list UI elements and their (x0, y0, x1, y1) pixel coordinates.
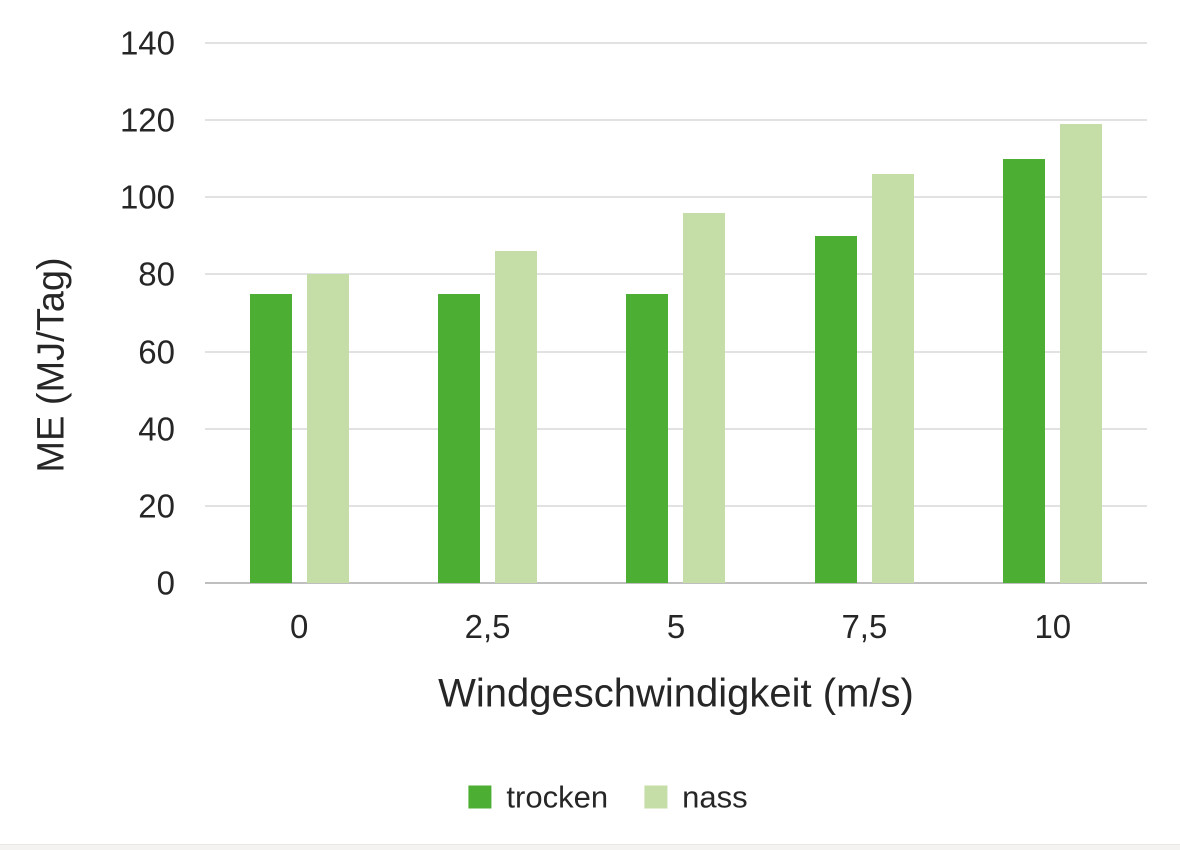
bar-trocken-x5 (626, 293, 669, 583)
y-tick-label-40: 40 (138, 410, 175, 448)
bar-nass-x5 (683, 212, 726, 583)
y-tick-label-100: 100 (119, 178, 175, 216)
x-tick-label-0: 0 (290, 608, 309, 645)
bar-group-2,5 (393, 251, 581, 583)
gridline-y-80 (205, 273, 1147, 276)
bottom-edge-strip (0, 844, 1180, 850)
plot-area (205, 42, 1147, 584)
x-axis-baseline (205, 582, 1147, 584)
gridline-y-60 (205, 350, 1147, 353)
bar-trocken-x2,5 (438, 293, 481, 583)
y-tick-label-0: 0 (156, 564, 175, 602)
y-tick-label-20: 20 (138, 487, 175, 525)
legend-label-nass: nass (682, 779, 748, 815)
legend-item-nass: nass (644, 779, 748, 815)
bar-nass-x10 (1060, 124, 1103, 583)
legend: trocken nass (468, 779, 748, 815)
bar-group-0 (205, 274, 393, 583)
bar-trocken-x7,5 (814, 235, 857, 583)
gridline-y-100 (205, 196, 1147, 199)
y-tick-label-120: 120 (119, 101, 175, 139)
bar-nass-x7,5 (871, 174, 914, 583)
y-tick-label-80: 80 (138, 255, 175, 293)
bar-group-7,5 (770, 174, 958, 583)
bar-trocken-x0 (249, 293, 292, 583)
legend-item-trocken: trocken (468, 782, 608, 813)
y-tick-label-60: 60 (138, 333, 175, 371)
gridline-y-40 (205, 427, 1147, 430)
x-tick-label-10: 10 (1034, 608, 1072, 645)
bar-nass-x0 (306, 274, 349, 583)
legend-swatch-trocken (468, 785, 492, 809)
bar-trocken-x10 (1003, 158, 1046, 583)
bar-group-5 (582, 212, 770, 583)
x-tick-label-7,5: 7,5 (841, 608, 888, 645)
gridline-y-120 (205, 119, 1147, 122)
x-tick-label-5: 5 (666, 608, 686, 645)
x-axis-title: Windgeschwindigkeit (m/s) (438, 671, 914, 716)
legend-swatch-nass (644, 785, 668, 809)
y-tick-label-140: 140 (119, 24, 175, 62)
gridline-y-140 (205, 42, 1147, 44)
bar-nass-x2,5 (495, 251, 538, 583)
gridline-y-20 (205, 504, 1147, 507)
x-tick-label-2,5: 2,5 (464, 608, 511, 645)
legend-label-trocken: trocken (506, 779, 609, 815)
bar-group-10 (959, 124, 1147, 583)
